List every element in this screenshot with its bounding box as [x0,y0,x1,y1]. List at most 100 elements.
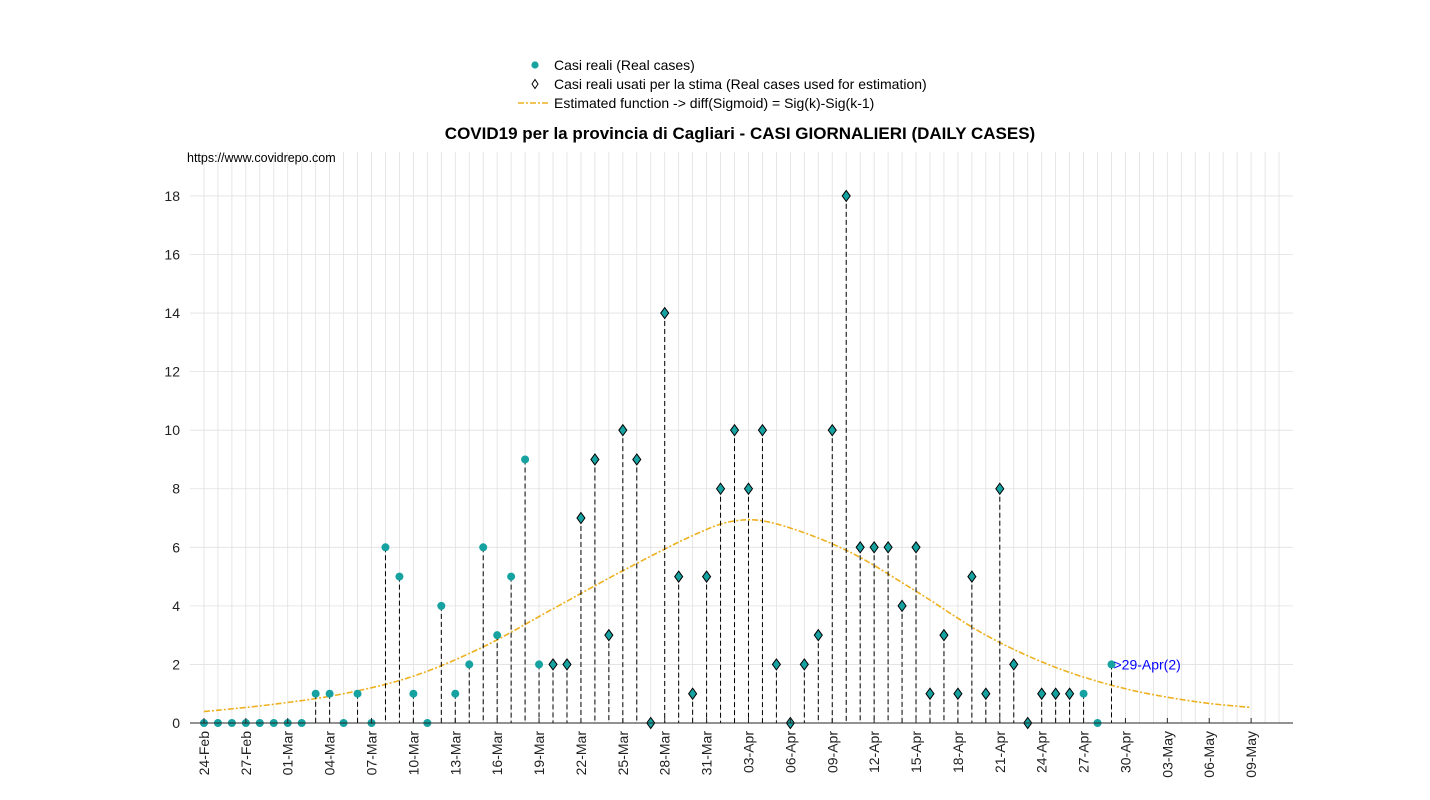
diamond-marker-icon [531,78,539,90]
x-tick-label: 03-Apr [740,731,756,773]
real-case-point [465,660,474,669]
used-case-point [939,628,949,642]
used-case-point [688,687,698,701]
real-case-point [479,543,488,552]
used-case-point [604,628,614,642]
used-case-point [590,453,600,466]
used-case-point [1037,687,1047,701]
used-case-point [743,482,754,496]
y-tick-label: 14 [164,305,180,321]
x-tick-label: 16-Mar [489,731,505,776]
tick-labels: 0 2 4 6 8 10 12 14 16 18 24-Feb 27-Feb 01-Mar 04-Mar 0… [164,188,1259,778]
data-markers [199,189,1116,730]
real-case-point [521,455,530,464]
used-case-point [799,658,809,671]
used-case-point [953,687,963,701]
used-case-point [660,306,670,320]
used-case-point [576,511,586,525]
used-case-point [562,658,572,671]
used-case-point [827,423,837,437]
fitted-curve-line [203,518,1252,713]
x-tick-label: 10-Mar [405,731,421,776]
y-tick-label: 2 [172,656,180,672]
legend-label-real: Casi reali (Real cases) [554,57,695,73]
used-case-point [618,423,628,437]
watermark-url: https://www.covidrepo.com [187,151,336,165]
x-tick-label: 13-Mar [447,731,463,776]
used-case-point [883,540,893,554]
y-tick-label: 8 [172,481,180,497]
used-case-point [729,423,740,437]
real-case-point [1079,689,1088,698]
real-case-point [437,601,446,610]
real-case-point [507,572,516,581]
y-tick-label: 0 [172,715,180,731]
used-case-point [869,540,879,554]
x-tick-label: 24-Apr [1034,731,1050,773]
x-tick-label: 30-Apr [1117,731,1133,773]
dashed-line-icon [518,102,550,104]
y-tick-label: 10 [164,422,180,438]
annotation-label: >29-Apr(2) [1113,656,1180,672]
used-case-point [632,453,642,466]
used-case-point [548,658,558,671]
used-case-point [813,628,823,642]
x-tick-label: 25-Mar [615,731,631,776]
x-tick-label: 27-Feb [238,731,254,776]
x-tick-label: 18-Apr [950,731,966,773]
x-tick-label: 09-Apr [824,731,840,773]
used-case-point [855,540,865,554]
x-tick-label: 06-Apr [782,731,798,773]
real-case-point [353,689,362,698]
x-tick-label: 15-Apr [908,731,924,773]
used-case-point [911,540,921,554]
real-case-point [381,543,390,552]
x-tick-label: 21-Apr [992,731,1008,773]
x-tick-label: 28-Mar [657,731,673,776]
x-tick-label: 04-Mar [322,731,338,776]
annotations: >29-Apr(2) [1113,656,1180,672]
x-tick-label: 31-Mar [699,731,715,776]
x-tick-label: 27-Apr [1076,731,1092,773]
x-tick-label: 24-Feb [196,731,212,776]
y-tick-label: 4 [172,598,180,614]
x-tick-label: 22-Mar [573,731,589,776]
used-case-point [841,189,851,203]
real-case-point [535,660,544,669]
axes [190,718,1293,724]
real-case-point [493,631,502,640]
grid-lines [190,152,1293,724]
used-case-point [771,658,782,671]
used-case-point [967,570,977,583]
used-case-point [715,482,726,496]
chart-title: COVID19 per la provincia di Cagliari - C… [444,124,1036,143]
real-case-point [325,689,334,698]
used-case-point [897,599,907,613]
y-tick-label: 18 [164,188,180,204]
used-case-point [925,687,935,701]
y-tick-label: 6 [172,539,180,555]
y-tick-label: 12 [164,364,180,380]
x-tick-label: 01-Mar [280,731,296,776]
used-case-point [1064,687,1075,701]
used-case-point [995,482,1005,496]
stems [315,195,1112,723]
used-case-point [674,570,684,583]
used-case-point [701,570,712,583]
x-tick-label: 12-Apr [866,731,882,773]
legend-label-used: Casi reali usati per la stima (Real case… [554,76,927,92]
used-case-point [757,423,768,437]
x-tick-label: 06-May [1201,731,1217,778]
fitted-curve [203,518,1252,713]
used-case-point [1051,687,1061,701]
legend: Casi reali (Real cases) Casi reali usati… [516,56,976,114]
used-case-point [981,687,991,701]
real-case-point [1107,660,1116,669]
real-case-point [311,689,320,698]
real-case-point [451,689,460,698]
y-tick-label: 16 [164,246,180,262]
axes-box [190,152,1293,723]
real-case-point [409,689,418,698]
legend-label-fit: Estimated function -> diff(Sigmoid) = Si… [554,95,875,111]
